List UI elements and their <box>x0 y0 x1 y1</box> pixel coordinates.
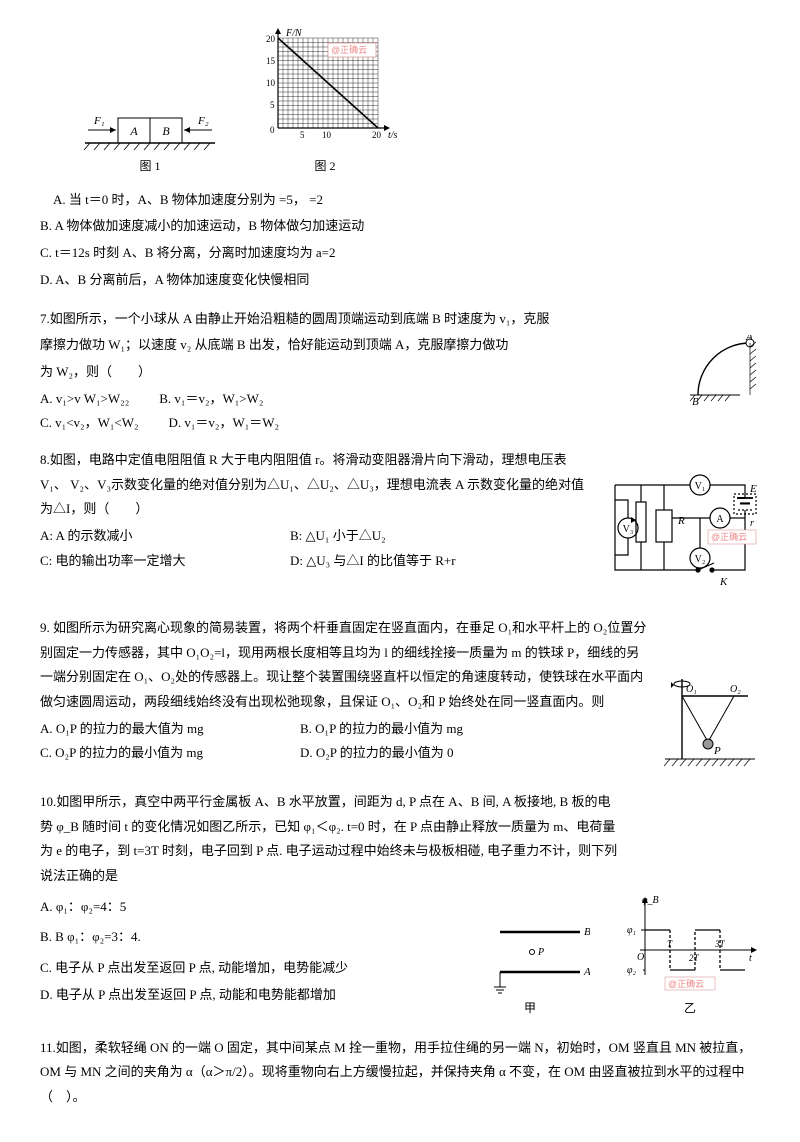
q11-stem: 11.如图，柔软轻绳 ON 的一端 O 固定，其中间某点 M 拴一重物，用手拉住… <box>40 1036 760 1110</box>
svg-text:0: 0 <box>270 125 275 135</box>
fig2-caption: 图 2 <box>250 155 400 178</box>
q8-opt-b: B: △U₁ 小于△U₂ <box>290 524 386 549</box>
svg-text:3T: 3T <box>714 939 726 949</box>
svg-text:E: E <box>749 483 757 495</box>
svg-text:φ₁: φ₁ <box>627 925 636 936</box>
svg-text:20: 20 <box>372 130 382 140</box>
q10-stem: 10.如图甲所示，真空中两平行金属板 A、B 水平放置，间距为 d, P 点在 … <box>40 790 620 889</box>
svg-text:2T: 2T <box>689 953 700 963</box>
fig2-watermark: @正确云 <box>331 44 367 55</box>
q6-opt-a: A. 当 t＝0 时，A、B 物体加速度分别为 =5， =2 <box>40 188 760 213</box>
q7-stem2: 摩擦力做功 W₁；以速度 v₂ 从底端 B 出发，恰好能运动到顶端 A，克服摩擦… <box>40 333 760 358</box>
svg-text:10: 10 <box>266 78 276 88</box>
svg-text:V₃: V₃ <box>623 524 634 535</box>
q10-fig-yi: φ₁ φ₂ φ_B O T 2T 3T t @正确云 乙 <box>620 895 760 1020</box>
svg-text:t/s: t/s <box>388 130 398 141</box>
svg-text:A: A <box>129 124 138 138</box>
q6-options: A. 当 t＝0 时，A、B 物体加速度分别为 =5， =2 B. A 物体做加… <box>40 186 760 295</box>
q6-opt-d: D. A、B 分离前后，A 物体加速度变化快慢相同 <box>40 268 760 293</box>
svg-text:B: B <box>162 124 170 138</box>
svg-text:φ_B: φ_B <box>642 895 659 906</box>
fig2-svg: F/N t/s 20 15 10 5 0 5 10 20 @正确云 <box>250 28 400 153</box>
svg-text:5: 5 <box>300 130 305 140</box>
q9-figure: O₁ O₂ P <box>660 674 760 774</box>
svg-text:10: 10 <box>322 130 332 140</box>
q10-figures: B A P 甲 <box>470 895 760 1020</box>
q8-stem: 8.如图，电路中定值电阻阻值 R 大于电内阻阻值 r。将滑动变阻器滑片向下滑动，… <box>40 448 590 522</box>
q8-circuit: V₁ V₂ V₃ A R E r K @正确云 <box>600 450 760 600</box>
q7: A B 7.如图所示，一个小球从 A 由静止开始沿粗糙的圆周顶端运动到底端 B … <box>40 305 760 436</box>
svg-text:F/N: F/N <box>285 28 303 39</box>
fig1-caption: 图 1 <box>80 155 220 178</box>
svg-text:@正确云: @正确云 <box>711 531 747 542</box>
q9-opt-c: C. O₂P 的拉力的最小值为 mg <box>40 741 270 766</box>
svg-text:@正确云: @正确云 <box>668 978 704 989</box>
svg-text:V₂: V₂ <box>695 554 706 565</box>
q7-arc-figure: A B <box>690 335 760 407</box>
svg-text:φ₂: φ₂ <box>627 965 637 976</box>
svg-text:O₂: O₂ <box>730 684 741 695</box>
svg-text:r: r <box>750 518 754 529</box>
q6-opt-b: B. A 物体做加速度减小的加速运动，B 物体做匀加速运动 <box>40 214 760 239</box>
fig1: A B F₁ F₂ 图 1 <box>80 98 220 178</box>
q7-stem3: 为 W₂，则（ ） <box>40 360 760 385</box>
fig1-svg: A B F₁ F₂ <box>80 98 220 153</box>
q6-figures: A B F₁ F₂ 图 1 <box>80 28 760 178</box>
svg-text:A: A <box>583 966 590 978</box>
svg-text:P: P <box>537 947 544 958</box>
q7-opt-a: A. v₁>v W₁>W₂₂ <box>40 387 129 412</box>
q8-opt-d: D: △U₃ 与△I 的比值等于 R+r <box>290 549 456 574</box>
svg-text:O₁: O₁ <box>686 684 697 695</box>
fig1-f2-label: F₂ <box>197 115 209 127</box>
svg-text:15: 15 <box>266 56 276 66</box>
svg-text:P: P <box>713 745 721 757</box>
q8-opt-a: A: A 的示数减小 <box>40 524 260 549</box>
q11: 11.如图，柔软轻绳 ON 的一端 O 固定，其中间某点 M 拴一重物，用手拉住… <box>40 1034 760 1112</box>
q9-opt-d: D. O₂P 的拉力的最小值为 0 <box>300 741 454 766</box>
q9: O₁ O₂ P 9. 如图所示为研究离心现象的简易装置，将两个杆垂直固定在竖直面… <box>40 614 760 778</box>
q9-stem: 9. 如图所示为研究离心现象的简易装置，将两个杆垂直固定在竖直面内，在垂足 O₁… <box>40 616 760 715</box>
svg-text:5: 5 <box>270 100 275 110</box>
fig2: F/N t/s 20 15 10 5 0 5 10 20 @正确云 图 2 <box>250 28 400 178</box>
svg-text:A: A <box>716 514 724 525</box>
svg-text:O: O <box>637 952 644 963</box>
svg-text:R: R <box>677 515 685 527</box>
q8-opt-c: C: 电的输出功率一定增大 <box>40 549 260 574</box>
q9-opt-b: B. O₁P 的拉力的最小值为 mg <box>300 717 463 742</box>
q9-opt-a: A. O₁P 的拉力的最大值为 mg <box>40 717 270 742</box>
svg-text:B: B <box>584 926 590 938</box>
svg-text:V₁: V₁ <box>695 481 706 492</box>
svg-text:T: T <box>667 939 673 949</box>
q10: 10.如图甲所示，真空中两平行金属板 A、B 水平放置，间距为 d, P 点在 … <box>40 788 760 1024</box>
q6-opt-c: C. t＝12s 时刻 A、B 将分离，分离时加速度均为 a=2 <box>40 241 760 266</box>
svg-text:K: K <box>719 576 728 588</box>
svg-text:A: A <box>745 335 753 343</box>
fig1-f1-label: F₁ <box>93 115 105 127</box>
q8: V₁ V₂ V₃ A R E r K @正确云 8.如图，电路中定值电阻阻值 R… <box>40 446 760 604</box>
q7-opt-c: C. v₁<v₂，W₁<W₂ <box>40 411 139 436</box>
svg-text:20: 20 <box>266 34 276 44</box>
q7-stem1: 7.如图所示，一个小球从 A 由静止开始沿粗糙的圆周顶端运动到底端 B 时速度为… <box>40 307 760 332</box>
q10-fig-jia: B A P 甲 <box>470 917 590 1020</box>
q7-opt-b: B. v₁＝v₂，W₁>W₂ <box>159 387 263 412</box>
q7-opt-d: D. v₁＝v₂，W₁＝W₂ <box>169 411 280 436</box>
svg-text:t: t <box>749 953 752 964</box>
